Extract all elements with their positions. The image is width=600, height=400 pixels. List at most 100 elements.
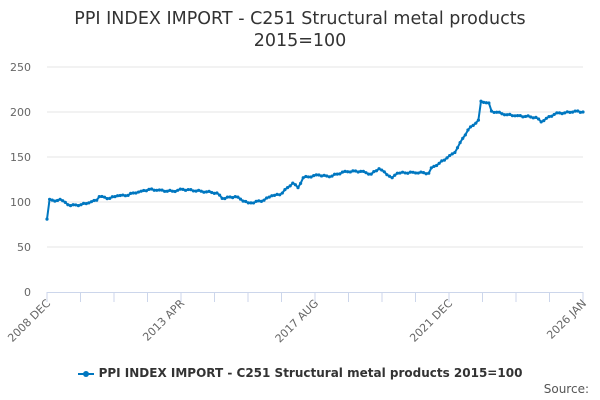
data-point[interactable] xyxy=(432,164,436,168)
data-point[interactable] xyxy=(267,195,271,199)
data-point[interactable] xyxy=(335,172,339,176)
data-point[interactable] xyxy=(505,113,509,117)
data-point[interactable] xyxy=(189,187,193,192)
data-point[interactable] xyxy=(484,101,488,105)
data-point[interactable] xyxy=(110,195,114,199)
data-point[interactable] xyxy=(113,195,117,199)
data-point[interactable] xyxy=(552,112,556,117)
data-point[interactable] xyxy=(333,172,337,176)
data-point[interactable] xyxy=(259,199,263,203)
data-point[interactable] xyxy=(424,172,428,176)
data-point[interactable] xyxy=(395,171,399,175)
data-point[interactable] xyxy=(353,169,358,173)
data-point[interactable] xyxy=(338,172,342,176)
data-point[interactable] xyxy=(534,115,538,119)
data-point[interactable] xyxy=(455,146,460,150)
data-point[interactable] xyxy=(163,189,167,193)
data-point[interactable] xyxy=(176,188,180,192)
data-point[interactable] xyxy=(231,196,235,200)
data-point[interactable] xyxy=(157,188,162,192)
data-point[interactable] xyxy=(63,200,67,204)
data-point[interactable] xyxy=(482,100,486,104)
data-point[interactable] xyxy=(356,170,360,174)
data-point[interactable] xyxy=(518,114,522,118)
data-point[interactable] xyxy=(126,193,130,197)
data-point[interactable] xyxy=(557,111,562,115)
data-point[interactable] xyxy=(440,159,444,163)
data-point[interactable] xyxy=(55,198,60,203)
data-point[interactable] xyxy=(204,190,209,194)
data-point[interactable] xyxy=(408,170,413,174)
data-point[interactable] xyxy=(367,172,371,176)
data-point[interactable] xyxy=(312,173,316,178)
data-point[interactable] xyxy=(398,171,402,175)
data-point[interactable] xyxy=(241,199,245,203)
data-point[interactable] xyxy=(364,171,368,175)
data-point[interactable] xyxy=(144,189,148,193)
data-point[interactable] xyxy=(479,99,483,103)
data-point[interactable] xyxy=(442,158,447,162)
data-point[interactable] xyxy=(463,133,467,137)
data-point[interactable] xyxy=(416,171,420,175)
data-point[interactable] xyxy=(262,198,266,202)
data-point[interactable] xyxy=(510,114,515,118)
data-point[interactable] xyxy=(118,193,122,198)
data-point[interactable] xyxy=(236,195,240,199)
data-point[interactable] xyxy=(152,188,156,192)
data-point[interactable] xyxy=(197,188,201,192)
data-point[interactable] xyxy=(170,189,175,193)
data-point[interactable] xyxy=(304,174,308,179)
data-point[interactable] xyxy=(173,189,177,194)
data-point[interactable] xyxy=(45,217,49,221)
data-point[interactable] xyxy=(406,171,410,175)
data-point[interactable] xyxy=(403,171,407,175)
data-point[interactable] xyxy=(387,174,392,178)
data-point[interactable] xyxy=(100,194,104,199)
data-point[interactable] xyxy=(448,153,452,158)
data-point[interactable] xyxy=(207,189,211,193)
data-point[interactable] xyxy=(147,187,151,191)
data-point[interactable] xyxy=(382,170,386,174)
data-point[interactable] xyxy=(529,115,533,119)
data-point[interactable] xyxy=(531,116,535,120)
data-point[interactable] xyxy=(526,114,530,118)
data-point[interactable] xyxy=(393,173,397,177)
data-point[interactable] xyxy=(194,189,198,193)
data-point[interactable] xyxy=(202,190,206,194)
data-point[interactable] xyxy=(330,174,334,178)
data-point[interactable] xyxy=(380,168,384,172)
data-point[interactable] xyxy=(351,169,355,173)
data-point[interactable] xyxy=(53,199,57,203)
data-point[interactable] xyxy=(327,175,331,179)
data-point[interactable] xyxy=(400,170,405,174)
data-point[interactable] xyxy=(108,196,112,200)
data-point[interactable] xyxy=(346,170,350,174)
data-point[interactable] xyxy=(429,166,433,170)
data-point[interactable] xyxy=(76,204,80,208)
data-point[interactable] xyxy=(246,201,250,205)
data-point[interactable] xyxy=(414,171,418,175)
data-point[interactable] xyxy=(244,199,248,204)
data-point[interactable] xyxy=(257,199,261,203)
data-point[interactable] xyxy=(421,171,426,175)
data-point[interactable] xyxy=(544,116,548,120)
data-point[interactable] xyxy=(516,114,520,118)
data-point[interactable] xyxy=(97,195,101,199)
data-point[interactable] xyxy=(468,125,473,129)
data-point[interactable] xyxy=(495,110,499,114)
data-point[interactable] xyxy=(466,128,470,132)
data-point[interactable] xyxy=(254,199,258,203)
data-point[interactable] xyxy=(434,163,439,168)
data-point[interactable] xyxy=(453,150,457,155)
data-point[interactable] xyxy=(492,110,496,115)
data-point[interactable] xyxy=(71,203,75,207)
data-point[interactable] xyxy=(82,201,86,205)
data-point[interactable] xyxy=(191,189,196,193)
data-point[interactable] xyxy=(280,191,284,195)
data-point[interactable] xyxy=(278,193,282,197)
data-point[interactable] xyxy=(58,197,62,201)
data-point[interactable] xyxy=(497,110,501,114)
data-point[interactable] xyxy=(565,110,569,114)
data-point[interactable] xyxy=(84,202,88,206)
data-point[interactable] xyxy=(74,203,78,207)
